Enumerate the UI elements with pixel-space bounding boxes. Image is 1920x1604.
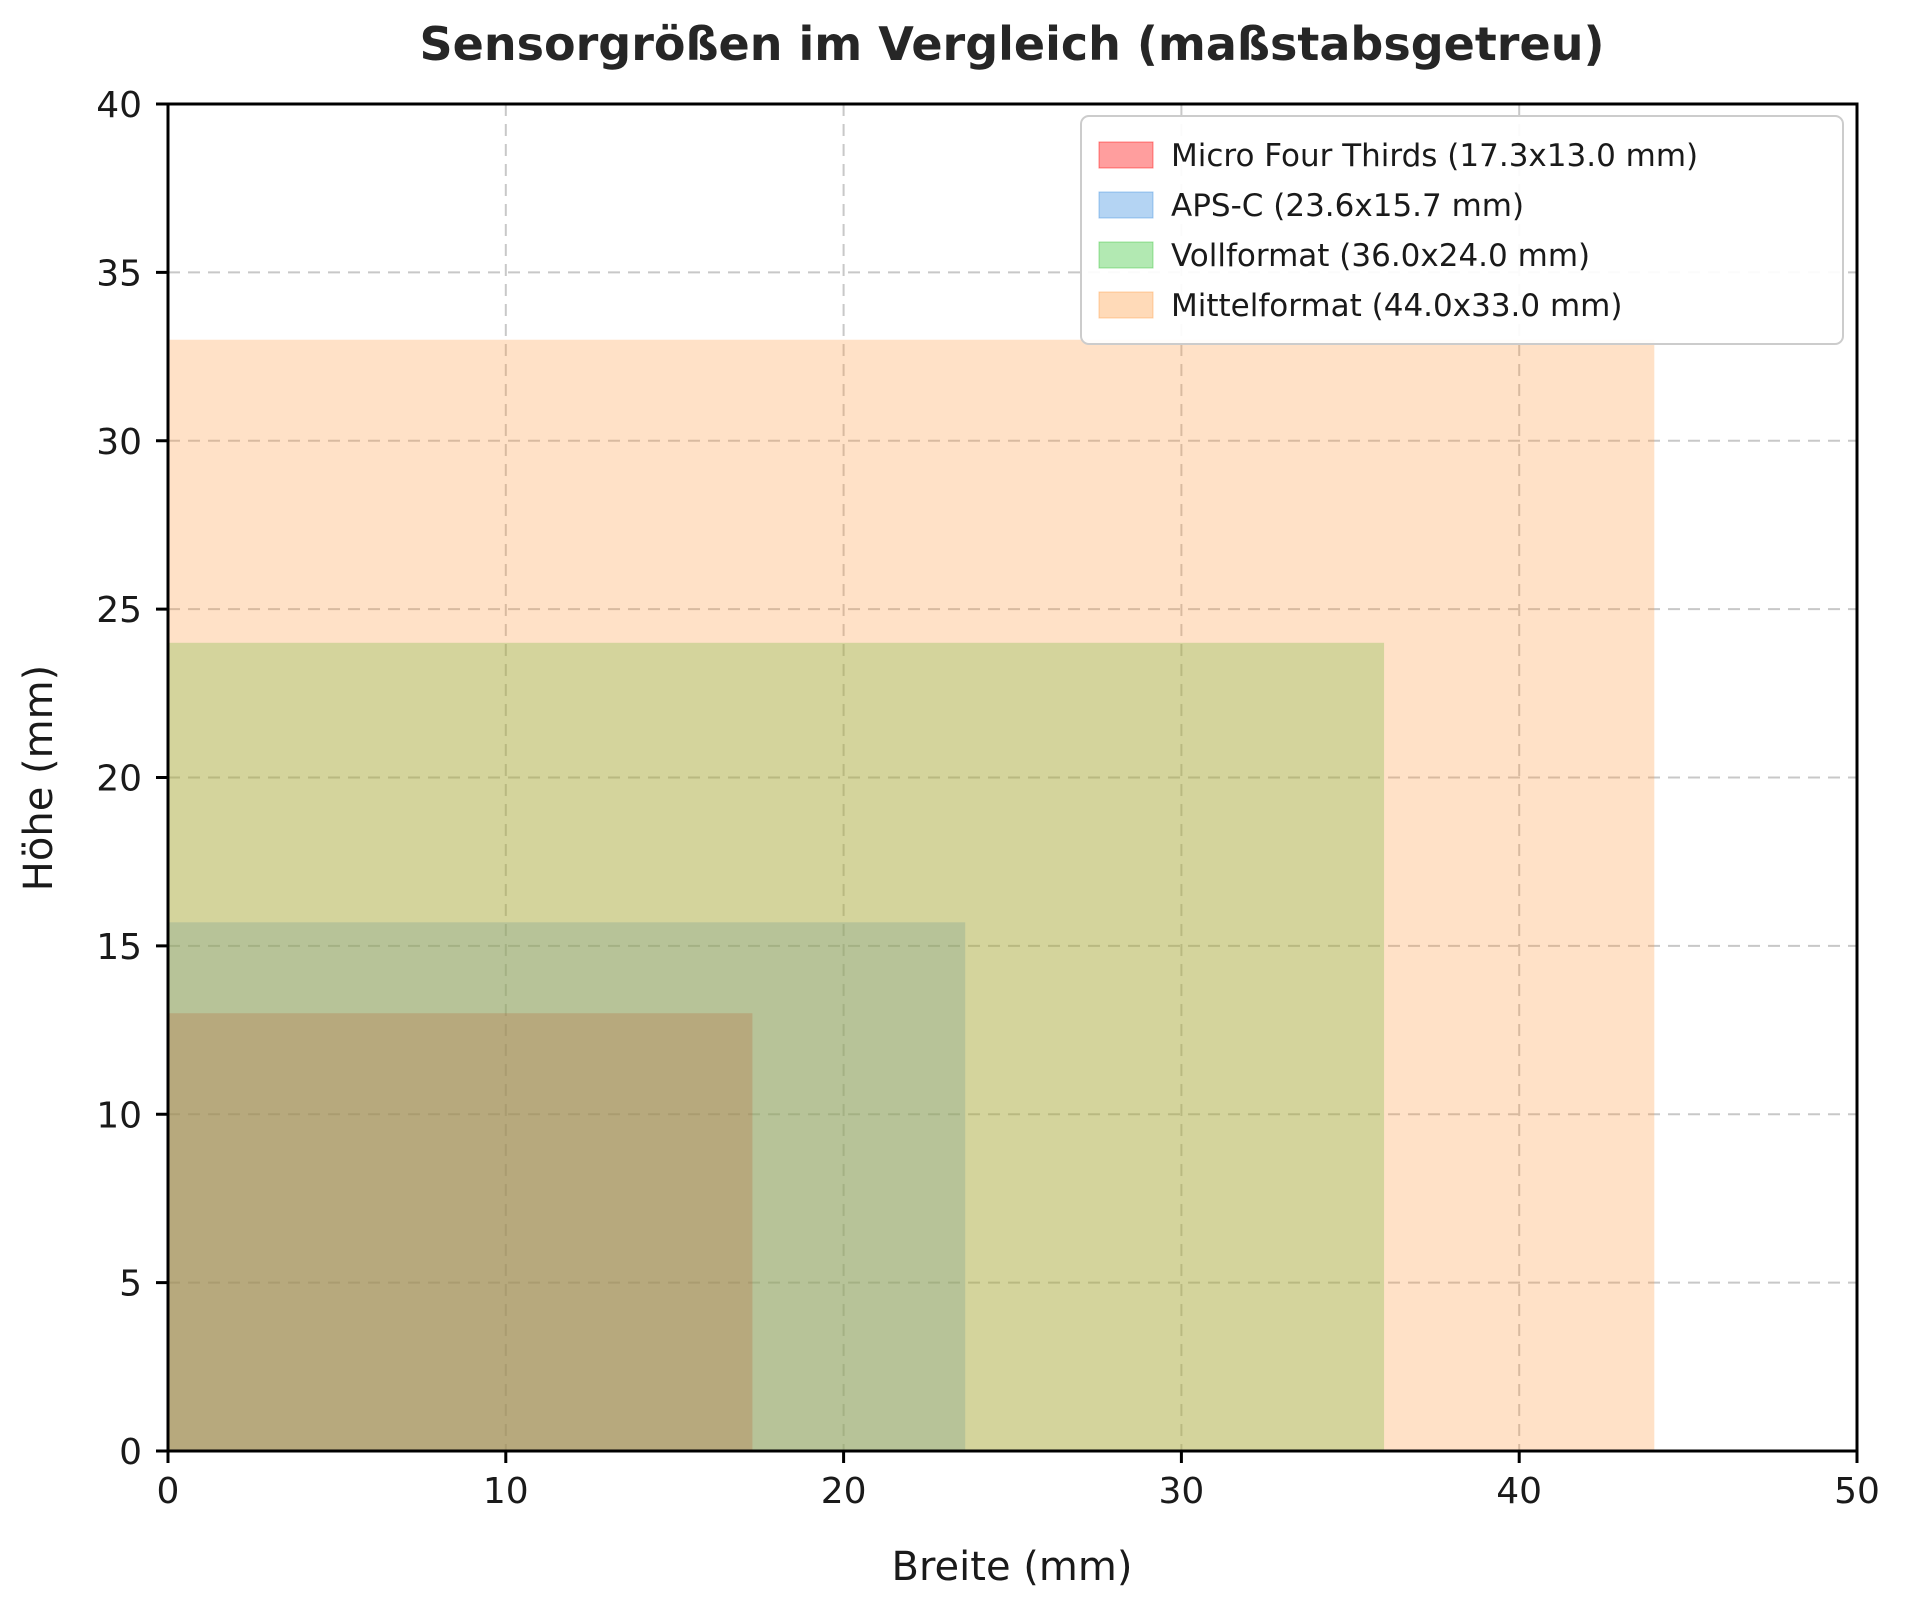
y-tick-label: 10	[96, 1095, 142, 1136]
chart-title: Sensorgrößen im Vergleich (maßstabsgetre…	[420, 17, 1605, 71]
x-tick-label: 40	[1496, 1471, 1542, 1512]
y-tick-label: 30	[96, 422, 142, 463]
legend-swatch	[1098, 241, 1154, 269]
y-tick-label: 25	[96, 590, 142, 631]
legend-item-label: Micro Four Thirds (17.3x13.0 mm)	[1171, 138, 1698, 174]
y-tick-label: 35	[96, 253, 142, 294]
x-axis-label: Breite (mm)	[892, 1544, 1133, 1590]
plot-area: 0 10 20 30 40 50 0 5 10 15 20 25 30 35 40 Micro Four Th…	[96, 85, 1880, 1512]
legend-box	[1080, 115, 1844, 345]
legend-item-label: APS-C (23.6x15.7 mm)	[1171, 188, 1524, 224]
x-tick-label: 0	[157, 1471, 180, 1512]
y-tick-label: 40	[96, 85, 142, 126]
x-tick-label: 50	[1834, 1471, 1880, 1512]
legend-item-label: Mittelformat (44.0x33.0 mm)	[1171, 288, 1622, 324]
y-tick-label: 15	[96, 927, 142, 968]
x-tick-label: 30	[1158, 1471, 1204, 1512]
x-tick-label: 10	[483, 1471, 529, 1512]
y-axis-label: Höhe (mm)	[16, 665, 62, 891]
sensor-rect-vollformat	[168, 642, 1385, 1451]
y-tick-label: 5	[119, 1264, 142, 1305]
sensor-rect-mittelformat	[168, 339, 1655, 1452]
legend-swatch	[1098, 191, 1154, 219]
y-tick-label: 0	[119, 1432, 142, 1473]
legend-swatch	[1098, 141, 1154, 169]
sensor-rect-micro	[168, 1013, 753, 1451]
legend-swatch	[1098, 291, 1154, 319]
y-tick-label: 20	[96, 759, 142, 800]
x-tick-label: 20	[821, 1471, 867, 1512]
legend: Micro Four Thirds (17.3x13.0 mm) APS-C (2…	[1080, 115, 1844, 345]
legend-item-label: Vollformat (36.0x24.0 mm)	[1171, 238, 1590, 274]
sensor-rect-aps-c	[168, 922, 966, 1451]
